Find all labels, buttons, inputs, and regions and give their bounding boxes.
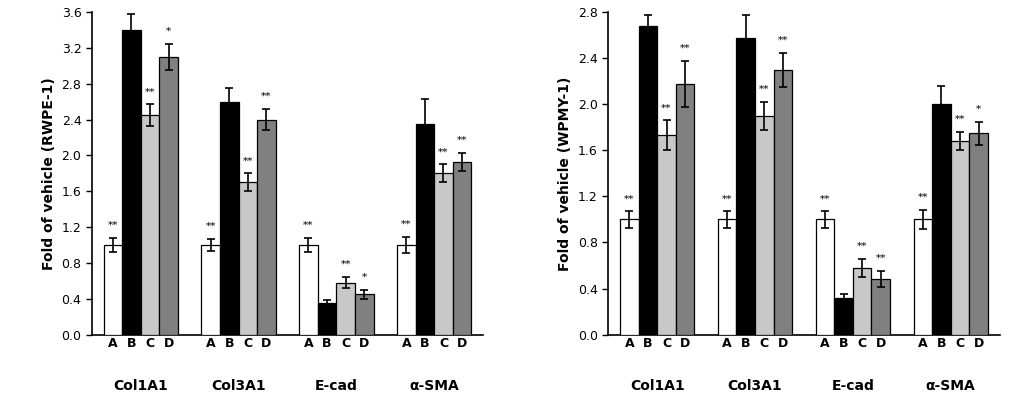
Text: **: **	[917, 193, 927, 202]
Text: **: **	[243, 156, 253, 165]
Bar	[220, 102, 238, 335]
Text: E-cad: E-cad	[315, 379, 358, 393]
Text: **: **	[758, 85, 768, 94]
Bar	[815, 220, 834, 335]
Bar	[736, 38, 754, 335]
Bar	[415, 124, 434, 335]
Bar	[104, 245, 122, 335]
Text: **: **	[107, 221, 118, 230]
Text: **: **	[438, 147, 448, 156]
Text: **: **	[145, 87, 155, 96]
Bar	[355, 294, 373, 335]
Bar	[950, 141, 968, 335]
Text: *: *	[166, 27, 171, 35]
Text: E-cad: E-cad	[830, 379, 873, 393]
Bar	[870, 279, 890, 335]
Bar	[396, 245, 415, 335]
Bar	[159, 57, 177, 335]
Text: Col3A1: Col3A1	[211, 379, 266, 393]
Text: Col1A1: Col1A1	[113, 379, 168, 393]
Text: **: **	[303, 221, 314, 230]
Bar	[122, 30, 141, 335]
Text: **: **	[340, 260, 351, 269]
Text: **: **	[457, 136, 467, 145]
Text: *: *	[975, 104, 980, 113]
Y-axis label: Fold of vehicle (RWPE-1): Fold of vehicle (RWPE-1)	[42, 77, 56, 270]
Text: α-SMA: α-SMA	[409, 379, 459, 393]
Text: **: **	[624, 194, 634, 203]
Bar	[638, 26, 656, 335]
Bar	[656, 135, 676, 335]
Bar	[852, 268, 870, 335]
Text: **: **	[874, 254, 886, 263]
Bar	[336, 283, 355, 335]
Text: **: **	[400, 220, 411, 229]
Bar	[452, 162, 471, 335]
Bar	[201, 245, 220, 335]
Text: α-SMA: α-SMA	[925, 379, 974, 393]
Text: **: **	[856, 242, 866, 251]
Bar	[299, 245, 318, 335]
Bar	[931, 104, 950, 335]
Text: **: **	[261, 92, 271, 101]
Text: **: **	[721, 194, 732, 203]
Bar	[772, 70, 792, 335]
Bar	[238, 182, 257, 335]
Bar	[676, 84, 694, 335]
Text: **: **	[205, 222, 216, 231]
Bar	[434, 173, 452, 335]
Bar	[620, 220, 638, 335]
Bar	[318, 303, 336, 335]
Bar	[717, 220, 736, 335]
Text: Col1A1: Col1A1	[629, 379, 684, 393]
Bar	[141, 115, 159, 335]
Text: *: *	[362, 273, 367, 282]
Bar	[257, 120, 275, 335]
Text: Col3A1: Col3A1	[727, 379, 782, 393]
Text: **: **	[680, 44, 690, 53]
Bar	[913, 220, 931, 335]
Text: **: **	[819, 194, 829, 203]
Bar	[834, 298, 852, 335]
Bar	[968, 133, 986, 335]
Bar	[754, 116, 772, 335]
Y-axis label: Fold of vehicle (WPMY-1): Fold of vehicle (WPMY-1)	[557, 76, 572, 271]
Text: **: **	[954, 115, 964, 124]
Text: **: **	[776, 35, 788, 44]
Text: **: **	[660, 103, 672, 112]
